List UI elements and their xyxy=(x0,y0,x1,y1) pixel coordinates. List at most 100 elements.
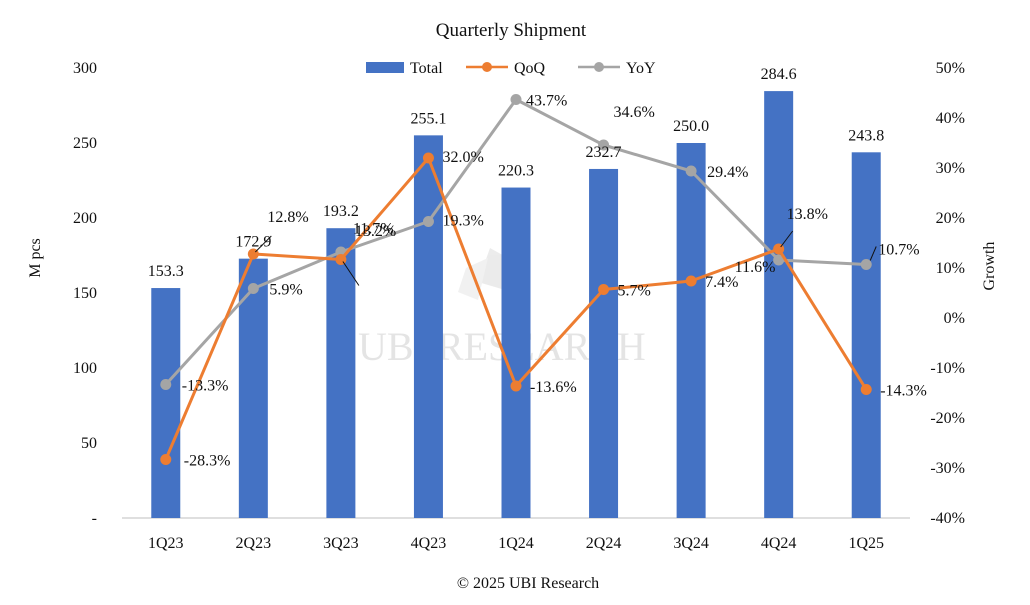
x-tick-label: 3Q24 xyxy=(673,535,709,552)
bar-data-label: 250.0 xyxy=(673,118,709,135)
qoq-data-label: 12.8% xyxy=(267,209,308,226)
bar-data-label: 284.6 xyxy=(761,66,797,83)
line-series xyxy=(160,94,872,465)
legend-item-total: Total xyxy=(366,60,443,77)
bar xyxy=(326,228,356,518)
y2-tick-label: 10% xyxy=(936,260,965,277)
yoy-data-label: 43.7% xyxy=(526,93,567,110)
yoy-data-label: 19.3% xyxy=(442,213,483,230)
x-tick-label: 2Q23 xyxy=(236,535,272,552)
bar-data-label: 255.1 xyxy=(410,110,446,127)
y-axis-ticks: - 50 100 150 200 250 300 xyxy=(73,60,97,527)
x-tick-label: 2Q24 xyxy=(586,535,622,552)
y-tick-label: 100 xyxy=(73,360,97,377)
qoq-data-label: 11.7% xyxy=(353,221,394,238)
point-qoq xyxy=(160,454,172,465)
y-tick-label: - xyxy=(92,510,97,527)
point-qoq xyxy=(685,275,697,287)
qoq-data-label: -28.3% xyxy=(184,453,231,470)
yoy-data-label: 11.6% xyxy=(735,259,776,276)
y2-tick-label: -40% xyxy=(930,510,965,527)
point-yoy xyxy=(247,283,259,294)
yoy-data-label: 29.4% xyxy=(707,164,748,181)
legend-item-yoy: YoY xyxy=(578,60,656,77)
bar xyxy=(238,258,268,518)
bar xyxy=(501,187,531,519)
y-tick-label: 50 xyxy=(81,435,97,452)
yoy-data-label: 34.6% xyxy=(614,104,655,121)
point-qoq xyxy=(335,254,347,265)
yoy-data-label: 5.9% xyxy=(269,282,302,299)
qoq-data-label: -13.6% xyxy=(530,379,577,396)
y2-tick-label: -20% xyxy=(930,410,965,427)
y-tick-label: 200 xyxy=(73,210,97,227)
y2-tick-label: 20% xyxy=(936,210,965,227)
y-tick-label: 150 xyxy=(73,285,97,302)
x-axis-ticks: 1Q23 2Q23 3Q23 4Q23 1Q24 2Q24 3Q24 4Q24 1Q25 xyxy=(148,535,884,552)
point-yoy xyxy=(860,259,872,270)
yoy-data-label: 10.7% xyxy=(878,242,919,259)
qoq-data-label: -14.3% xyxy=(880,383,927,400)
x-tick-label: 1Q23 xyxy=(148,535,184,552)
bar xyxy=(151,288,181,518)
label-leader-line xyxy=(780,230,794,248)
x-tick-label: 4Q24 xyxy=(761,535,797,552)
bar-data-label: 220.3 xyxy=(498,163,534,180)
bar-data-label: 153.3 xyxy=(148,263,184,280)
qoq-data-label: 13.8% xyxy=(787,206,828,223)
point-yoy xyxy=(773,254,785,266)
data-labels: 153.3 172.9 193.2 255.1 220.3 232.7 250.0 284.6… xyxy=(148,66,927,469)
bar xyxy=(413,135,443,518)
bar xyxy=(589,168,619,518)
point-yoy xyxy=(510,94,522,105)
yoy-data-label: 13.2% xyxy=(355,223,396,240)
label-leader-line xyxy=(869,246,877,261)
point-yoy xyxy=(160,379,172,390)
y2-tick-label: 50% xyxy=(936,60,965,77)
y2-tick-label: 30% xyxy=(936,160,965,177)
qoq-data-label: 32.0% xyxy=(442,149,483,166)
y2-axis-ticks: -40% -30% -20% -10% 0% 10% 20% 30% 40% 50% xyxy=(930,60,965,527)
point-qoq xyxy=(422,152,434,164)
y-axis-title: M pcs xyxy=(27,238,44,278)
y-tick-label: 250 xyxy=(73,135,97,152)
x-tick-label: 3Q23 xyxy=(323,535,359,552)
point-yoy xyxy=(598,139,610,151)
legend-marker-qoq xyxy=(482,62,492,72)
legend-label-yoy: YoY xyxy=(626,60,656,77)
legend-swatch-total xyxy=(366,62,404,73)
point-qoq xyxy=(510,380,522,392)
y2-tick-label: -30% xyxy=(930,460,965,477)
bar xyxy=(676,143,706,518)
qoq-data-label: 7.4% xyxy=(705,274,738,291)
point-qoq xyxy=(598,284,610,295)
label-leader-line xyxy=(342,261,360,286)
legend-label-qoq: QoQ xyxy=(514,60,546,77)
y2-axis-title: Growth xyxy=(981,242,998,291)
qoq-data-label: 5.7% xyxy=(618,283,651,300)
legend-label-total: Total xyxy=(410,60,443,77)
bar xyxy=(851,152,881,519)
x-tick-label: 1Q25 xyxy=(848,535,884,552)
point-yoy xyxy=(422,216,434,227)
bar-data-label: 232.7 xyxy=(586,144,622,161)
yoy-data-label: -13.3% xyxy=(182,378,229,395)
legend-marker-yoy xyxy=(594,62,604,72)
y2-tick-label: 40% xyxy=(936,110,965,127)
x-tick-label: 1Q24 xyxy=(498,535,534,552)
y2-tick-label: 0% xyxy=(944,310,965,327)
bar-data-label: 193.2 xyxy=(323,203,359,220)
bar-data-label: 243.8 xyxy=(848,127,884,144)
point-qoq xyxy=(860,384,872,395)
bar-series-total xyxy=(151,91,881,519)
copyright-footer: © 2025 UBI Research xyxy=(457,575,599,592)
y2-tick-label: -10% xyxy=(930,360,965,377)
chart-title: Quarterly Shipment xyxy=(436,20,587,41)
label-leader-line xyxy=(254,235,272,253)
point-yoy xyxy=(685,165,697,177)
bar-data-label: 172.9 xyxy=(235,234,271,251)
legend: Total QoQ YoY xyxy=(366,60,656,77)
y-tick-label: 300 xyxy=(73,60,97,77)
legend-item-qoq: QoQ xyxy=(466,60,546,77)
